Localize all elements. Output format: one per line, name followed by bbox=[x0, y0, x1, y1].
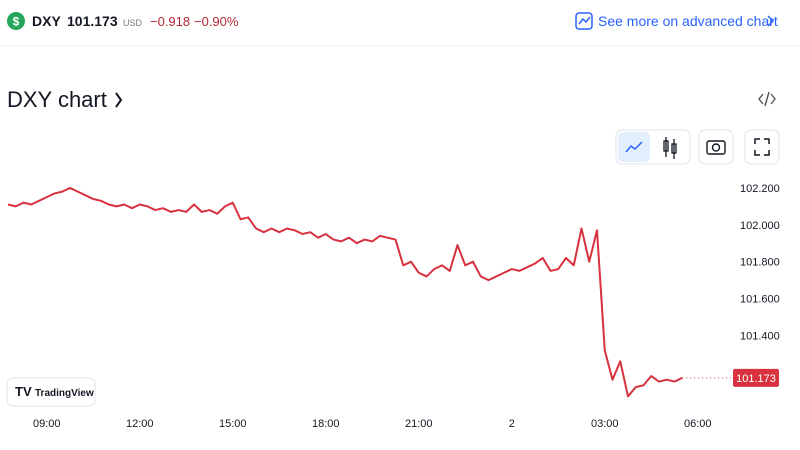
price-line bbox=[7, 186, 683, 398]
x-tick-label: 06:00 bbox=[684, 418, 712, 430]
line-style-icon bbox=[625, 141, 643, 153]
currency: USD bbox=[123, 18, 143, 28]
price: 101.173 bbox=[67, 13, 118, 29]
advanced-link[interactable]: See more on advanced chart bbox=[575, 12, 778, 30]
y-tick-label: 101.800 bbox=[740, 257, 780, 269]
camera-icon bbox=[706, 140, 726, 155]
x-tick-label: 15:00 bbox=[219, 418, 247, 430]
title-chevron bbox=[115, 92, 123, 108]
candle-style-button[interactable] bbox=[663, 137, 677, 159]
symbol-icon-glyph: $ bbox=[13, 15, 20, 29]
logo-box[interactable] bbox=[6, 377, 96, 407]
symbol-icon bbox=[7, 12, 25, 30]
x-tick-label: 21:00 bbox=[405, 418, 433, 430]
link-icon bbox=[575, 12, 593, 30]
line-style-button[interactable] bbox=[618, 132, 650, 162]
plot-area: 101.400 101.600 101.800 102.000 102.200 09:00… bbox=[7, 183, 780, 430]
fullscreen-button[interactable] bbox=[744, 129, 780, 165]
logo-mark: TV bbox=[15, 384, 32, 399]
link-chevron bbox=[767, 15, 775, 27]
fullscreen-icon bbox=[754, 138, 770, 156]
embed-icon[interactable] bbox=[758, 91, 776, 107]
logo-text: TradingView bbox=[35, 388, 94, 399]
link-text[interactable]: See more on advanced chart bbox=[598, 13, 778, 29]
symbol: DXY bbox=[32, 13, 61, 29]
x-tick-label: 03:00 bbox=[591, 418, 619, 430]
x-tick-label: 12:00 bbox=[126, 418, 154, 430]
last-price-label: 101.173 bbox=[736, 373, 776, 385]
last-price-box bbox=[733, 368, 779, 387]
y-tick-label: 102.200 bbox=[740, 183, 780, 195]
link-icon-line bbox=[578, 16, 591, 25]
y-tick-label: 101.600 bbox=[740, 294, 780, 306]
x-tick-label: 09:00 bbox=[33, 418, 61, 430]
y-tick-label: 101.400 bbox=[740, 330, 780, 342]
y-tick-label: 102.000 bbox=[740, 220, 780, 232]
snapshot-button[interactable] bbox=[698, 129, 734, 165]
x-tick-label: 18:00 bbox=[312, 418, 340, 430]
x-tick-label: 2 bbox=[509, 418, 515, 430]
change: −0.918 bbox=[150, 14, 190, 29]
chart-title[interactable]: DXY chart bbox=[7, 87, 107, 112]
change-percent: −0.90% bbox=[194, 14, 239, 29]
